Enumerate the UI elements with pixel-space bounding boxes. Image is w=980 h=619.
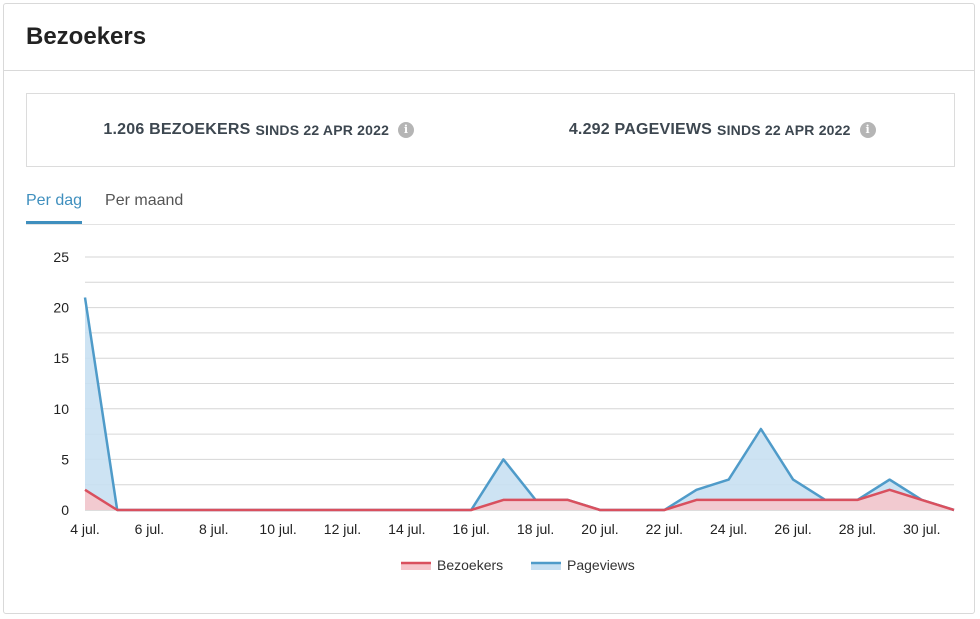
y-tick-label: 25 bbox=[53, 249, 69, 265]
series-line-bezoekers bbox=[84, 488, 955, 512]
legend-swatch bbox=[401, 562, 431, 570]
x-tick-label: 10 jul. bbox=[259, 521, 296, 537]
stats-panel: 1.206 BEZOEKERS SINDS 22 APR 2022 i 4.29… bbox=[26, 93, 955, 167]
x-tick-label: 30 jul. bbox=[903, 521, 940, 537]
x-tick-label: 24 jul. bbox=[710, 521, 747, 537]
pageviews-since: SINDS 22 APR 2022 bbox=[717, 122, 851, 138]
tab-per-day[interactable]: Per dag bbox=[26, 190, 83, 224]
info-icon[interactable]: i bbox=[398, 122, 415, 138]
x-tick-label: 4 jul. bbox=[70, 521, 100, 537]
visitors-stat: 1.206 BEZOEKERS SINDS 22 APR 2022 i bbox=[27, 94, 491, 166]
x-tick-label: 8 jul. bbox=[199, 521, 229, 537]
info-icon[interactable]: i bbox=[859, 122, 876, 138]
card-header: Bezoekers bbox=[4, 4, 974, 71]
x-tick-label: 16 jul. bbox=[453, 521, 490, 537]
y-tick-label: 10 bbox=[53, 401, 69, 417]
x-tick-label: 18 jul. bbox=[517, 521, 554, 537]
x-tick-label: 12 jul. bbox=[324, 521, 361, 537]
y-tick-label: 5 bbox=[61, 451, 69, 467]
card-title: Bezoekers bbox=[26, 23, 147, 50]
period-tabs: Per dag Per maand bbox=[26, 190, 955, 225]
x-tick-label: 22 jul. bbox=[646, 521, 683, 537]
y-tick-label: 0 bbox=[61, 502, 69, 518]
visitors-count: 1.206 BEZOEKERS bbox=[103, 121, 251, 138]
visitors-card: Bezoekers 1.206 BEZOEKERS SINDS 22 APR 2… bbox=[3, 3, 975, 614]
tab-per-month[interactable]: Per maand bbox=[105, 192, 184, 209]
pageviews-count: 4.292 PAGEVIEWS bbox=[568, 121, 713, 138]
y-tick-label: 15 bbox=[53, 350, 69, 366]
legend-swatch bbox=[531, 562, 561, 570]
visitors-since: SINDS 22 APR 2022 bbox=[255, 122, 390, 138]
y-tick-label: 20 bbox=[53, 300, 69, 316]
legend-label: Pageviews bbox=[567, 557, 635, 573]
x-tick-label: 20 jul. bbox=[581, 521, 618, 537]
x-tick-label: 28 jul. bbox=[839, 521, 876, 537]
x-tick-label: 14 jul. bbox=[388, 521, 425, 537]
legend-label: Bezoekers bbox=[437, 557, 503, 573]
pageviews-stat: 4.292 PAGEVIEWS SINDS 22 APR 2022 i bbox=[491, 94, 955, 166]
x-tick-label: 6 jul. bbox=[135, 521, 165, 537]
x-tick-label: 26 jul. bbox=[774, 521, 811, 537]
series-line-pageviews bbox=[83, 297, 955, 512]
